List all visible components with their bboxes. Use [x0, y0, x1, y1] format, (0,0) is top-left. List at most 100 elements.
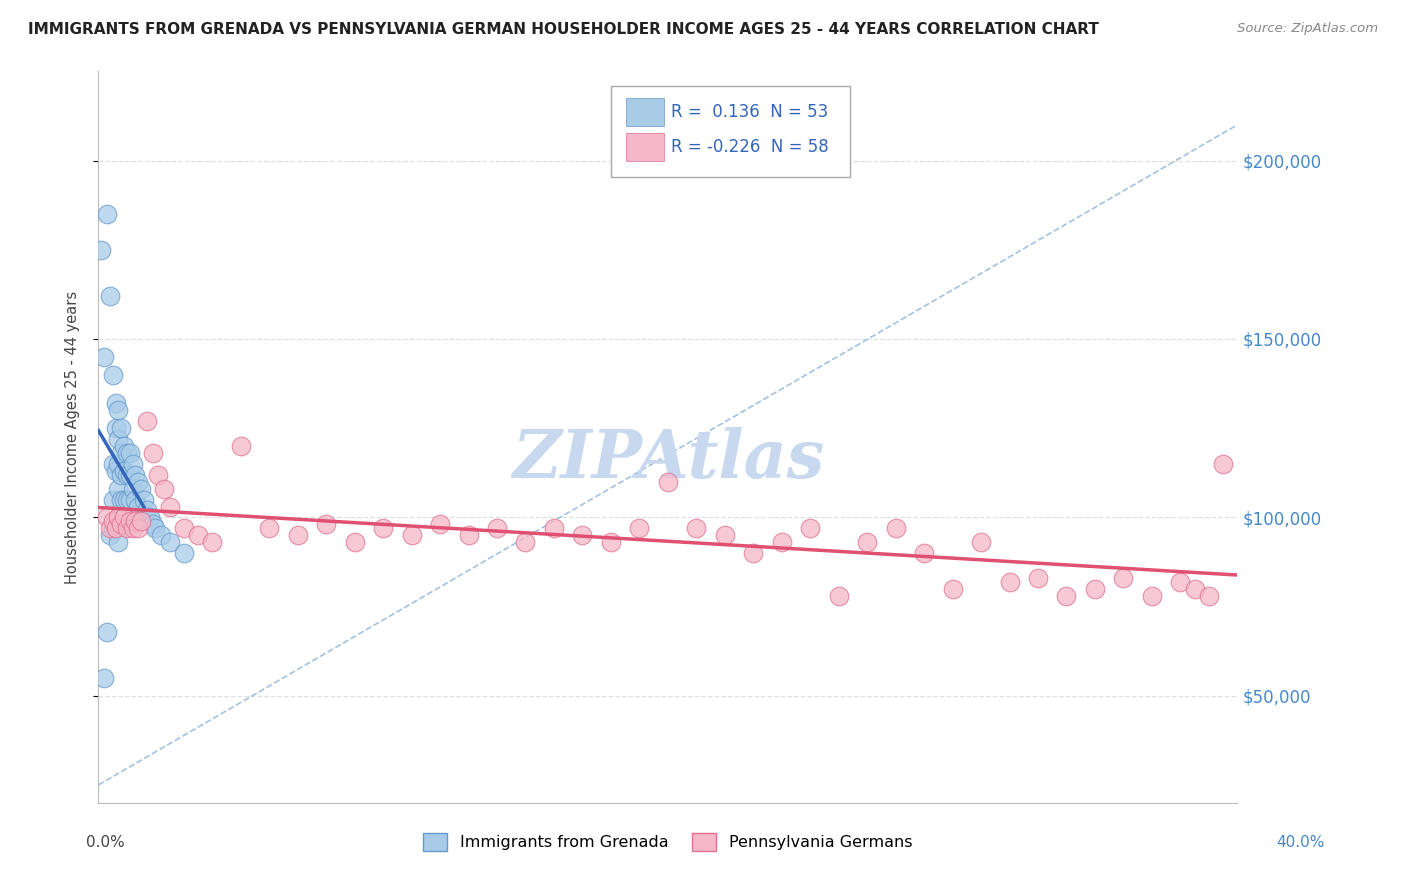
- Point: [104, 464, 127, 478]
- Point: [110, 517, 132, 532]
- Point: [107, 403, 129, 417]
- Point: [115, 521, 138, 535]
- Point: [101, 368, 124, 382]
- Point: [98, 289, 121, 303]
- Point: [121, 521, 143, 535]
- Point: [141, 517, 163, 532]
- Point: [150, 528, 173, 542]
- Point: [124, 492, 146, 507]
- Point: [96, 207, 118, 221]
- Point: [124, 514, 146, 528]
- Text: IMMIGRANTS FROM GRENADA VS PENNSYLVANIA GERMAN HOUSEHOLDER INCOME AGES 25 - 44 Y: IMMIGRANTS FROM GRENADA VS PENNSYLVANIA …: [28, 22, 1099, 37]
- Point: [229, 439, 252, 453]
- Point: [543, 521, 565, 535]
- Point: [107, 482, 129, 496]
- Point: [132, 492, 155, 507]
- Point: [90, 243, 112, 257]
- Point: [107, 510, 129, 524]
- Point: [110, 467, 132, 482]
- Point: [107, 432, 129, 446]
- Point: [685, 521, 707, 535]
- Point: [135, 503, 157, 517]
- Point: [104, 517, 127, 532]
- Point: [115, 467, 138, 482]
- Point: [159, 535, 181, 549]
- Point: [127, 521, 149, 535]
- FancyBboxPatch shape: [612, 86, 851, 178]
- Point: [1170, 574, 1192, 589]
- Point: [1140, 589, 1163, 603]
- Point: [571, 528, 593, 542]
- Point: [714, 528, 737, 542]
- Point: [96, 624, 118, 639]
- Point: [153, 482, 176, 496]
- Point: [173, 521, 195, 535]
- Point: [127, 500, 149, 514]
- Point: [799, 521, 821, 535]
- Point: [101, 457, 124, 471]
- Point: [112, 439, 135, 453]
- Point: [98, 528, 121, 542]
- Point: [112, 510, 135, 524]
- Point: [93, 350, 115, 364]
- Point: [110, 421, 132, 435]
- Point: [145, 521, 167, 535]
- Point: [1198, 589, 1220, 603]
- Text: R = -0.226  N = 58: R = -0.226 N = 58: [671, 137, 830, 156]
- Point: [401, 528, 423, 542]
- Text: 40.0%: 40.0%: [1277, 836, 1324, 850]
- Point: [121, 482, 143, 496]
- Point: [118, 467, 141, 482]
- Point: [515, 535, 537, 549]
- Point: [856, 535, 879, 549]
- Point: [770, 535, 793, 549]
- Point: [343, 535, 366, 549]
- Point: [101, 521, 124, 535]
- Point: [141, 446, 163, 460]
- Point: [124, 467, 146, 482]
- Point: [998, 574, 1021, 589]
- Point: [1026, 571, 1049, 585]
- Text: Source: ZipAtlas.com: Source: ZipAtlas.com: [1237, 22, 1378, 36]
- Point: [373, 521, 395, 535]
- Legend: Immigrants from Grenada, Pennsylvania Germans: Immigrants from Grenada, Pennsylvania Ge…: [416, 827, 920, 857]
- Point: [970, 535, 993, 549]
- Point: [129, 482, 152, 496]
- Point: [942, 582, 965, 596]
- Point: [115, 492, 138, 507]
- Point: [112, 492, 135, 507]
- Point: [1084, 582, 1107, 596]
- Text: ZIPAtlas: ZIPAtlas: [512, 426, 824, 491]
- Point: [884, 521, 907, 535]
- Point: [110, 517, 132, 532]
- Point: [110, 492, 132, 507]
- FancyBboxPatch shape: [626, 98, 665, 127]
- Point: [429, 517, 451, 532]
- Point: [110, 446, 132, 460]
- Point: [121, 457, 143, 471]
- Point: [115, 517, 138, 532]
- FancyBboxPatch shape: [626, 133, 665, 161]
- Point: [107, 510, 129, 524]
- Point: [127, 475, 149, 489]
- Point: [129, 514, 152, 528]
- Point: [96, 510, 118, 524]
- Point: [742, 546, 765, 560]
- Point: [315, 517, 337, 532]
- Point: [1112, 571, 1135, 585]
- Point: [1212, 457, 1234, 471]
- Text: 0.0%: 0.0%: [86, 836, 125, 850]
- Point: [101, 514, 124, 528]
- Text: R =  0.136  N = 53: R = 0.136 N = 53: [671, 103, 828, 120]
- Point: [828, 589, 851, 603]
- Point: [457, 528, 479, 542]
- Point: [107, 535, 129, 549]
- Point: [138, 510, 160, 524]
- Point: [1184, 582, 1206, 596]
- Point: [159, 500, 181, 514]
- Y-axis label: Householder Income Ages 25 - 44 years: Householder Income Ages 25 - 44 years: [65, 291, 80, 583]
- Point: [486, 521, 509, 535]
- Point: [118, 517, 141, 532]
- Point: [104, 421, 127, 435]
- Point: [98, 521, 121, 535]
